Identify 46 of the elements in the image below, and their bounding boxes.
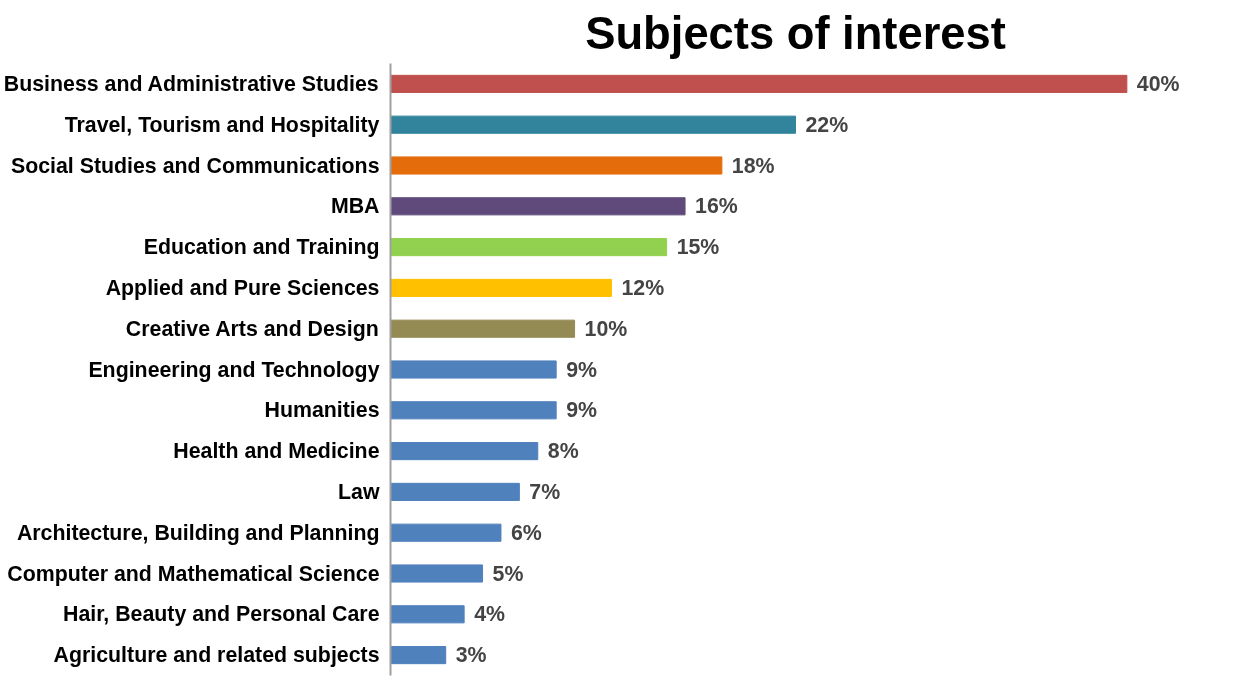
y-tick-label: MBA xyxy=(330,194,380,219)
bar xyxy=(390,401,557,420)
bar xyxy=(390,115,796,134)
y-tick-label: Applied and Pure Sciences xyxy=(105,275,380,300)
data-label: 5% xyxy=(492,561,524,586)
bar xyxy=(390,278,612,297)
data-label: 22% xyxy=(805,112,849,137)
y-tick-label: Business and Administrative Studies xyxy=(3,71,379,96)
y-tick-label: Hair, Beauty and Personal Care xyxy=(63,602,380,627)
y-tick-label: Law xyxy=(338,479,380,504)
bar xyxy=(390,156,723,175)
bar xyxy=(390,238,668,257)
bar xyxy=(390,360,557,379)
bar xyxy=(390,605,465,624)
bar xyxy=(390,482,520,501)
data-label: 18% xyxy=(731,153,775,178)
data-label: 6% xyxy=(510,520,542,545)
bar xyxy=(390,442,539,461)
bar xyxy=(390,319,576,338)
data-label: 9% xyxy=(566,398,598,423)
y-tick-label: Engineering and Technology xyxy=(88,357,380,382)
bar xyxy=(390,646,447,665)
data-label: 7% xyxy=(529,479,561,504)
y-tick-label: Architecture, Building and Planning xyxy=(16,520,380,545)
y-tick-label: Creative Arts and Design xyxy=(125,316,379,341)
y-tick-label: Agriculture and related subjects xyxy=(53,643,380,668)
data-label: 8% xyxy=(547,439,579,464)
bar xyxy=(390,564,484,583)
y-tick-label: Social Studies and Communications xyxy=(10,153,380,178)
bar xyxy=(390,523,502,542)
data-label: 9% xyxy=(566,357,598,382)
y-tick-label: Education and Training xyxy=(143,235,380,260)
y-tick-label: Computer and Mathematical Science xyxy=(7,561,380,586)
data-label: 10% xyxy=(584,316,628,341)
bar xyxy=(390,74,1128,93)
data-label: 3% xyxy=(455,643,487,668)
data-label: 12% xyxy=(621,275,665,300)
y-tick-label: Humanities xyxy=(264,398,380,423)
y-tick-label: Travel, Tourism and Hospitality xyxy=(64,112,380,137)
chart-title: Subjects of interest xyxy=(585,7,1006,59)
data-label: 4% xyxy=(474,602,505,627)
data-label: 15% xyxy=(676,235,720,260)
bar xyxy=(390,197,686,216)
data-label: 40% xyxy=(1136,71,1180,96)
data-label: 16% xyxy=(695,194,738,219)
y-tick-label: Health and Medicine xyxy=(173,439,380,464)
